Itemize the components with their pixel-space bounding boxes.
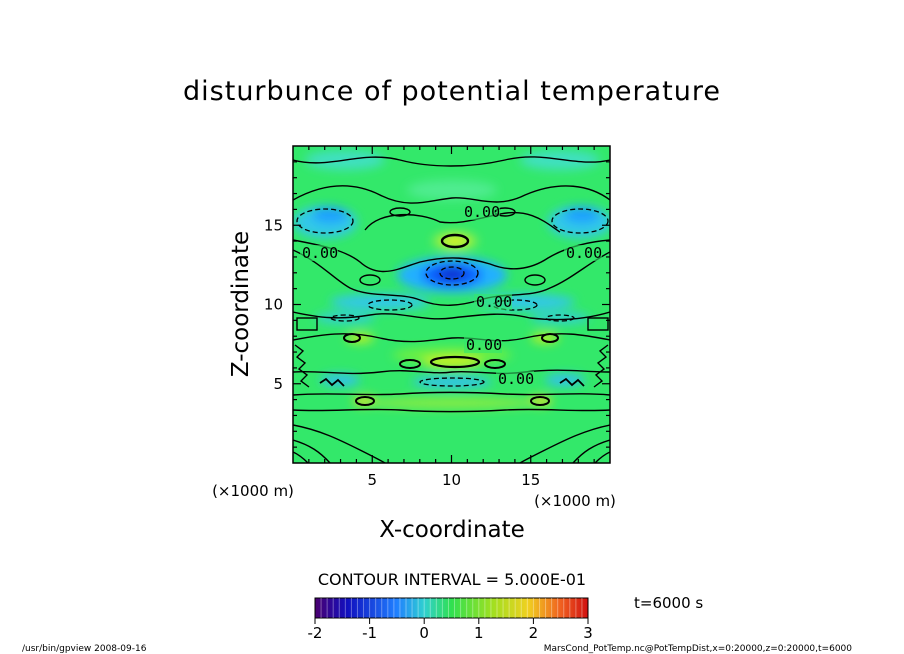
y-tick-label: 15 — [264, 216, 283, 234]
axis-ticks — [293, 146, 610, 463]
x-tick-label: 5 — [367, 471, 377, 489]
contour-lines — [293, 156, 610, 463]
chart-title: disturbunce of potential temperature — [183, 76, 721, 107]
contour-label-bg — [300, 245, 338, 261]
x-tick-label: 10 — [442, 471, 461, 489]
colorbar-tick-label: 1 — [474, 624, 484, 642]
contour-label-bg — [464, 337, 502, 353]
footer-left: /usr/bin/gpview 2008-09-16 — [22, 644, 147, 654]
colorbar-tick-label: 2 — [529, 624, 539, 642]
contour-label: 0.00 — [466, 336, 502, 354]
contour-label: 0.00 — [566, 244, 602, 262]
colorbar-tick-label: 3 — [583, 624, 593, 642]
colorbar-tick-label: -1 — [362, 624, 377, 642]
colorbar-tick-label: -2 — [308, 624, 323, 642]
contour-label: 0.00 — [498, 370, 534, 388]
contour-label-layer: 0.00 0.00 0.00 0.00 0.00 0.00 — [300, 203, 602, 388]
colorbar-stripes — [320, 598, 583, 618]
contour-label-bg — [496, 371, 534, 387]
time-label: t=6000 s — [634, 594, 703, 612]
contour-label: 0.00 — [476, 293, 512, 311]
x-axis-units: (×1000 m) — [534, 492, 616, 510]
colorbar-gradient — [314, 597, 589, 619]
negative-contours — [296, 208, 609, 387]
y-axis-units: (×1000 m) — [212, 482, 294, 500]
colorbar-tick-label: 0 — [419, 624, 429, 642]
y-axis-label: Z-coordinate — [228, 231, 254, 377]
contour-label-bg — [474, 294, 512, 310]
tick-label-layer: 5 10 15 5 10 15 — [264, 216, 540, 489]
footer-right: MarsCond_PotTemp.nc@PotTempDist,x=0:2000… — [544, 644, 853, 654]
y-tick-label: 5 — [273, 375, 283, 393]
contour-label-bg — [462, 204, 500, 220]
contour-label-bg — [564, 245, 602, 261]
y-tick-label: 10 — [264, 296, 283, 314]
contour-interval-text: CONTOUR INTERVAL = 5.000E-01 — [318, 570, 586, 589]
contour-label: 0.00 — [464, 203, 500, 221]
x-tick-label: 15 — [521, 471, 540, 489]
contour-label: 0.00 — [302, 244, 338, 262]
colorbar: -2 -1 0 1 2 3 — [308, 597, 593, 642]
x-axis-label: X-coordinate — [379, 517, 525, 543]
